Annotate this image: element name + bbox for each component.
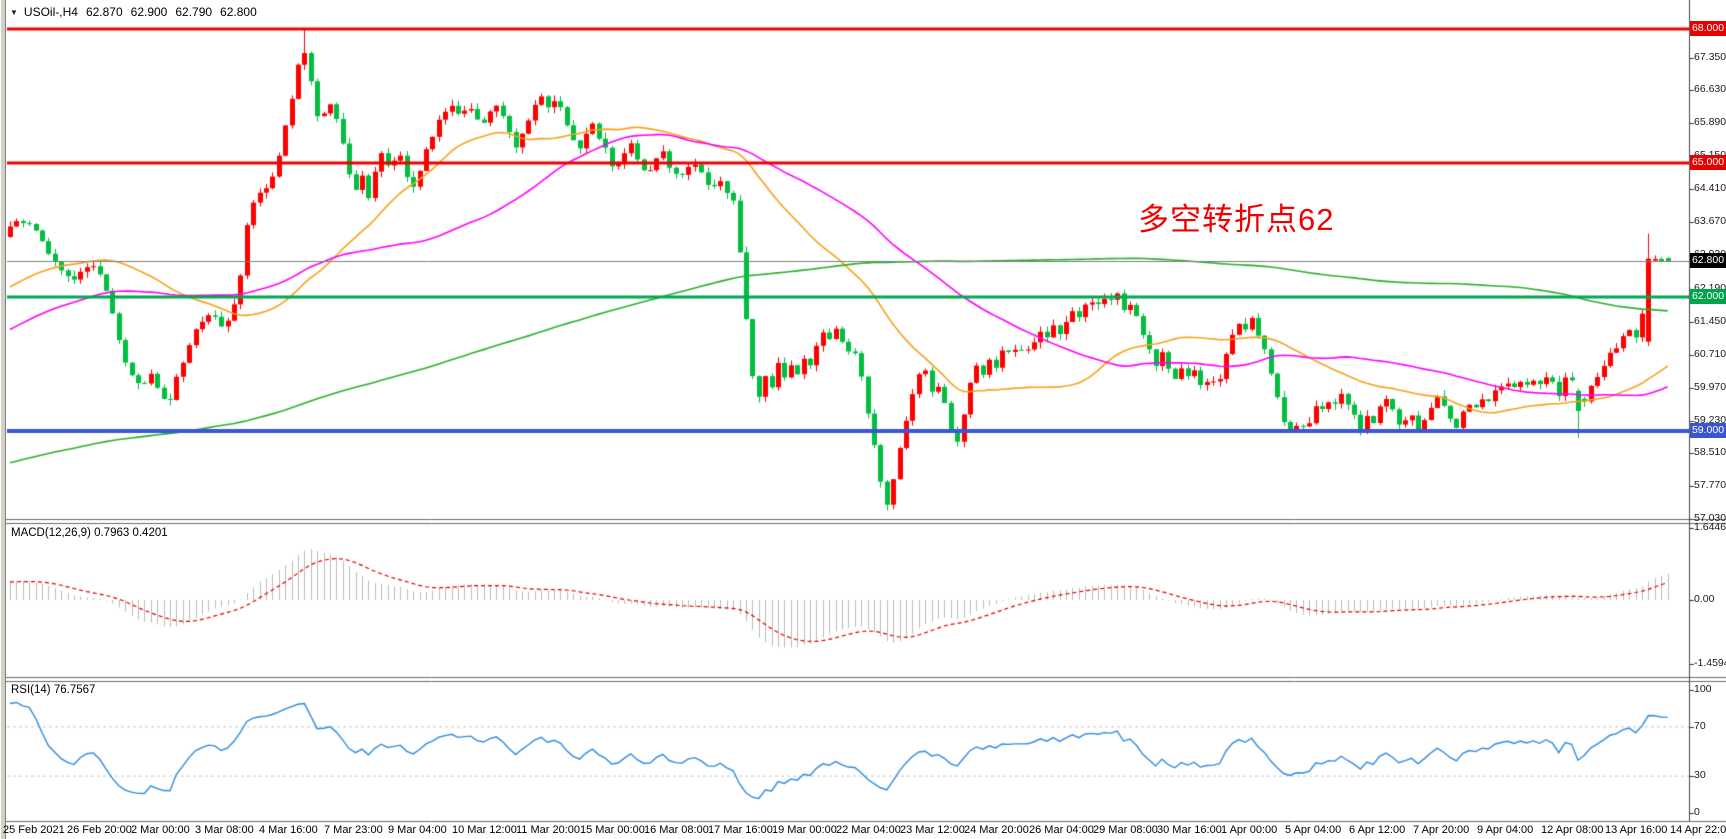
macd-tick-label: 0.00 [1694, 593, 1715, 606]
price-badge-pivot-62: 62.000 [1690, 289, 1726, 305]
price-tick-label: 60.710 [1694, 347, 1726, 360]
time-axis-label: 23 Mar 12:00 [900, 824, 965, 836]
time-axis-label: 9 Apr 04:00 [1477, 824, 1534, 836]
rsi-value: 76.7567 [53, 684, 96, 696]
time-axis-label: 25 Feb 2021 [3, 824, 65, 836]
rsi-name: RSI(14) [11, 684, 51, 696]
chart-title: ▼ USOil-,H4 62.870 62.900 62.790 62.800 [10, 5, 257, 19]
time-axis-label: 10 Mar 12:00 [452, 824, 517, 836]
time-axis-label: 11 Mar 20:00 [516, 824, 581, 836]
price-tick-label: 59.230 [1694, 413, 1726, 426]
time-axis-label: 29 Mar 08:00 [1093, 824, 1158, 836]
rsi-tick-label: 0 [1694, 806, 1700, 818]
time-axis-label: 19 Mar 00:00 [772, 824, 837, 836]
price-tick-label: 57.030 [1694, 512, 1726, 525]
rsi-tick-label: 70 [1694, 719, 1706, 732]
price-tick-label: 59.970 [1694, 380, 1726, 393]
price-tick-label: 63.670 [1694, 215, 1726, 228]
time-axis-label: 4 Mar 16:00 [259, 824, 318, 836]
time-axis-label: 16 Mar 08:00 [644, 824, 709, 836]
price-tick-label: 61.450 [1694, 314, 1726, 327]
ohlc-open: 62.870 [85, 5, 123, 19]
time-axis-label: 7 Apr 20:00 [1413, 824, 1470, 836]
macd-label: MACD(12,26,9) 0.7963 0.4201 [11, 527, 168, 539]
price-badge-resistance-68: 68.000 [1690, 21, 1726, 36]
annotation-text: 多空转折点62 [1138, 202, 1335, 237]
ohlc-high: 62.900 [130, 5, 168, 19]
ohlc-low: 62.790 [175, 5, 213, 19]
price-tick-label: 67.350 [1694, 51, 1726, 64]
time-axis-label: 26 Mar 04:00 [1029, 824, 1094, 836]
price-tick-label: 65.890 [1694, 116, 1726, 129]
macd-name: MACD(12,26,9) [11, 527, 91, 539]
rsi-tick-label: 30 [1694, 769, 1706, 782]
time-axis-label: 17 Mar 16:00 [708, 824, 773, 836]
left-splitter[interactable] [0, 0, 6, 839]
price-badge-support-59: 59.000 [1690, 423, 1726, 439]
time-axis-label: 12 Apr 08:00 [1541, 824, 1604, 836]
price-badge-current-price: 62.800 [1690, 253, 1726, 269]
collapse-triangle-icon[interactable]: ▼ [10, 8, 18, 17]
rsi-label: RSI(14) 76.7567 [11, 684, 95, 696]
price-tick-label: 58.510 [1694, 445, 1726, 458]
price-tick-label: 57.770 [1694, 478, 1726, 491]
time-axis-label: 6 Apr 12:00 [1349, 824, 1406, 836]
time-axis-label: 14 Apr 22:00 [1670, 824, 1726, 836]
time-axis-label: 5 Apr 04:00 [1285, 824, 1342, 836]
rsi-tick-label: 100 [1694, 683, 1712, 695]
price-badge-resistance-65: 65.000 [1690, 155, 1726, 170]
time-axis-label: 2 Mar 00:00 [131, 824, 190, 836]
time-axis-label: 13 Apr 16:00 [1605, 824, 1668, 836]
ohlc-close: 62.800 [220, 5, 257, 19]
macd-values: 0.7963 0.4201 [94, 527, 168, 539]
time-axis-label: 1 Apr 00:00 [1221, 824, 1278, 836]
time-axis-label: 26 Feb 20:00 [67, 824, 132, 836]
macd-tick-label: 1.6446 [1694, 521, 1726, 533]
time-axis-label: 15 Mar 00:00 [580, 824, 645, 836]
time-axis-label: 22 Mar 04:00 [836, 824, 901, 836]
macd-tick-label: -1.4594 [1694, 656, 1726, 669]
time-axis-label: 30 Mar 16:00 [1157, 824, 1222, 836]
symbol-timeframe-label: USOil-,H4 [23, 5, 78, 19]
price-tick-label: 64.410 [1694, 182, 1726, 195]
time-axis-label: 7 Mar 23:00 [324, 824, 383, 836]
time-axis-label: 9 Mar 04:00 [388, 824, 447, 836]
time-axis-label: 24 Mar 20:00 [964, 824, 1029, 836]
price-tick-label: 66.630 [1694, 83, 1726, 96]
time-axis-label: 3 Mar 08:00 [195, 824, 254, 836]
